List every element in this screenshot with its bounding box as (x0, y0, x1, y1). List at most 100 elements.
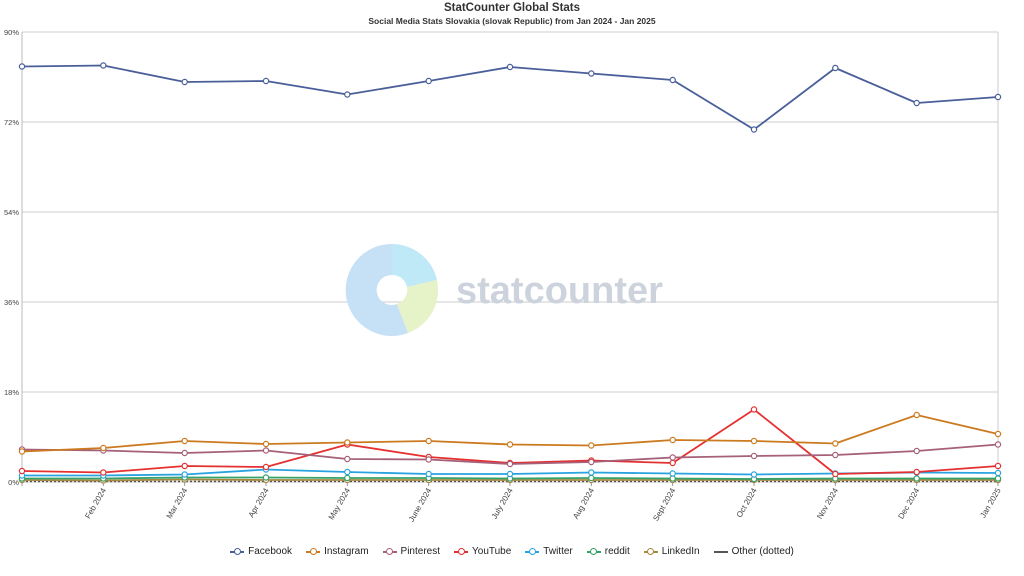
y-tick-label: 72% (4, 118, 19, 127)
data-point-facebook (588, 70, 595, 77)
legend-label: Twitter (543, 546, 573, 557)
legend-swatch-icon (230, 548, 245, 556)
data-point-instagram (913, 411, 920, 419)
data-point-facebook (262, 77, 270, 85)
data-point-pinterest (506, 460, 514, 468)
data-point-facebook (506, 63, 514, 71)
x-tick-label: July 2024 (490, 486, 515, 521)
series-points (18, 62, 1002, 484)
data-point-facebook (832, 64, 839, 72)
legend-item-instagram[interactable]: Instagram (306, 546, 369, 557)
legend-swatch-icon (713, 548, 728, 556)
grid-lines (21, 31, 999, 483)
data-point-instagram (750, 437, 758, 445)
data-point-pinterest (913, 447, 920, 455)
data-point-instagram (588, 442, 595, 449)
x-tick-label: Feb 2024 (83, 486, 108, 520)
legend-swatch-icon (306, 548, 321, 556)
data-point-youtube (100, 469, 107, 476)
data-point-facebook (425, 77, 432, 85)
x-tick-label: June 2024 (407, 486, 434, 523)
legend-item-pinterest[interactable]: Pinterest (382, 546, 440, 557)
data-point-instagram (262, 440, 270, 448)
x-tick-label: Mar 2024 (165, 486, 190, 520)
chart-subtitle: Social Media Stats Slovakia (slovak Repu… (368, 16, 656, 26)
legend-label: LinkedIn (661, 546, 700, 557)
data-point-reddit (994, 475, 1002, 482)
legend: Facebook Instagram Pinterest YouTube Twitter… (0, 546, 1024, 557)
data-point-reddit (262, 474, 270, 481)
data-point-facebook (181, 78, 188, 86)
data-point-youtube (669, 459, 676, 467)
y-tick-label: 0% (8, 478, 19, 487)
y-tick-label: 54% (4, 208, 19, 217)
data-point-youtube (18, 467, 26, 475)
data-point-youtube (994, 462, 1002, 470)
data-point-youtube (832, 470, 839, 478)
data-point-twitter (344, 468, 351, 476)
data-point-facebook (913, 99, 920, 107)
legend-swatch-icon (586, 548, 601, 556)
data-point-instagram (669, 436, 676, 444)
data-point-twitter (181, 471, 188, 478)
statcounter-watermark: statcounter (345, 243, 663, 336)
y-tick-label: 90% (4, 28, 19, 37)
data-point-youtube (913, 468, 920, 476)
data-point-pinterest (832, 451, 839, 459)
data-point-reddit (588, 474, 595, 482)
legend-label: YouTube (472, 546, 512, 557)
data-point-instagram (506, 441, 514, 448)
data-point-pinterest (262, 447, 270, 454)
x-tick-label: Nov 2024 (815, 486, 840, 521)
data-point-reddit (913, 475, 920, 482)
data-point-twitter (994, 469, 1002, 477)
legend-swatch-icon (382, 548, 397, 556)
legend-label: reddit (604, 546, 630, 557)
legend-item-linkedin[interactable]: LinkedIn (643, 546, 700, 557)
data-point-twitter (669, 470, 676, 477)
data-point-facebook (750, 126, 758, 133)
legend-item-youtube[interactable]: YouTube (454, 546, 511, 557)
x-tick-label: Oct 2024 (735, 486, 759, 519)
data-point-instagram (181, 437, 188, 445)
legend-label: Pinterest (400, 546, 440, 557)
legend-item-facebook[interactable]: Facebook (230, 546, 292, 557)
x-tick-label: Dec 2024 (896, 486, 921, 521)
data-point-pinterest (750, 452, 758, 460)
legend-label: Other (dotted) (731, 546, 794, 557)
x-tick-label: Apr 2024 (247, 486, 271, 519)
y-tick-label: 18% (4, 388, 19, 397)
statcounter-watermark-text: statcounter (456, 270, 663, 312)
y-tick-label: 36% (4, 298, 19, 307)
series-line-facebook (21, 64, 999, 131)
data-point-twitter (750, 471, 758, 478)
data-point-instagram (832, 440, 839, 447)
x-tick-label: Aug 2024 (571, 486, 596, 521)
data-point-instagram (994, 430, 1002, 438)
data-point-instagram (100, 444, 107, 452)
data-point-facebook (994, 93, 1002, 101)
data-point-youtube (750, 406, 758, 413)
x-tick-label: May 2024 (327, 486, 353, 521)
data-point-facebook (344, 91, 351, 98)
data-point-twitter (588, 469, 595, 476)
legend-swatch-icon (643, 548, 658, 556)
data-point-facebook (18, 63, 26, 70)
legend-item-twitter[interactable]: Twitter (525, 546, 573, 557)
data-point-pinterest (181, 449, 188, 457)
data-point-pinterest (344, 455, 351, 463)
data-point-pinterest (669, 454, 676, 461)
data-point-facebook (100, 62, 107, 69)
data-point-pinterest (588, 458, 595, 466)
data-point-facebook (669, 76, 676, 84)
data-point-youtube (262, 463, 270, 471)
legend-item-other-dotted[interactable]: Other (dotted) (713, 546, 794, 557)
data-point-reddit (344, 474, 351, 482)
x-tick-label: Jan 2025 (978, 486, 1003, 519)
data-point-youtube (181, 462, 188, 470)
legend-label: Facebook (248, 546, 293, 557)
data-point-pinterest (994, 441, 1002, 448)
data-point-instagram (344, 439, 351, 446)
legend-item-reddit[interactable]: reddit (586, 546, 630, 557)
data-point-instagram (18, 448, 26, 455)
